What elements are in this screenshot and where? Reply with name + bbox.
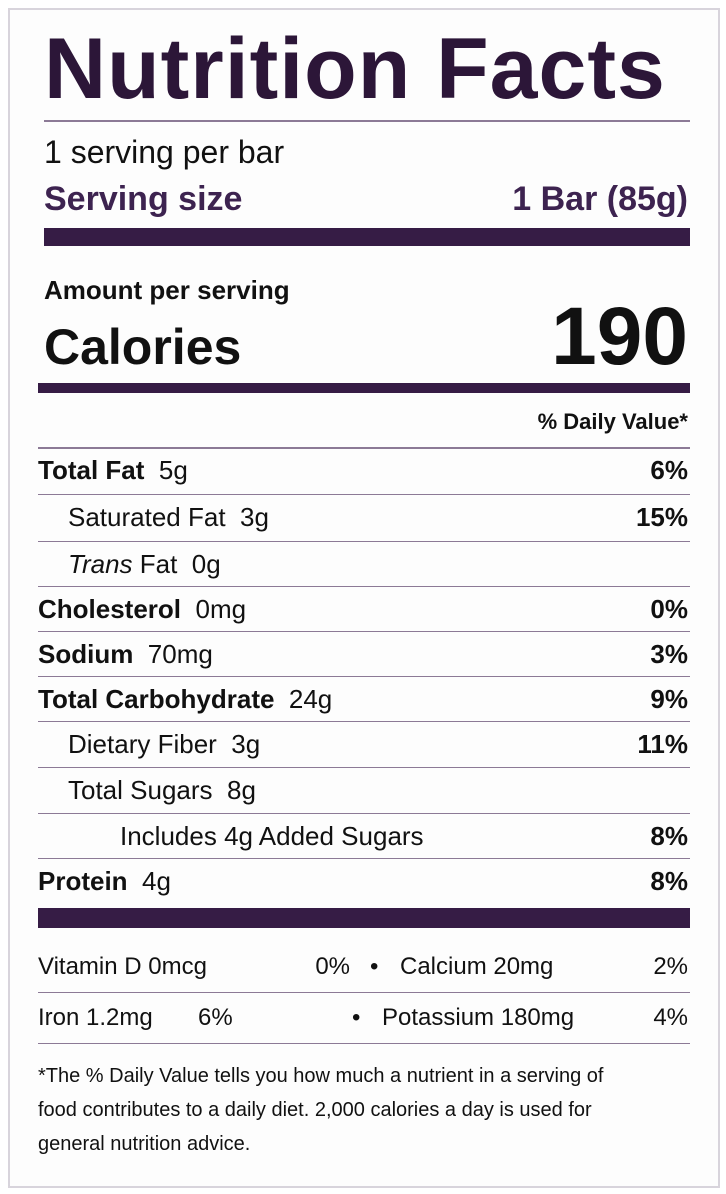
nutrient-name: Saturated Fat 3g [68,504,269,530]
divider [38,494,690,495]
vitamin-name: Calcium 20mg [400,955,553,979]
vitamin-name: Potassium 180mg [382,1006,574,1030]
footnote-line: *The % Daily Value tells you how much a … [38,1065,604,1087]
vitamin-name: Vitamin D 0mcg [38,955,207,979]
nutrient-dv: 0% [650,594,688,624]
nutrient-name: Total Sugars 8g [68,777,256,803]
nutrient-name: Protein [38,866,128,896]
nutrient-dv: 15% [635,502,688,532]
vitamin-name: Calcium [400,953,487,980]
nutrient-name: Total Sugars [68,775,213,805]
nutrient-dv: 6% [650,455,688,485]
nutrient-name: Sodium [38,639,134,669]
nutrition-label [8,8,720,1188]
divider [38,631,690,632]
nutrient-name: Protein 4g [38,868,171,894]
vitamin-dv: 2% [653,953,688,980]
divider [38,721,690,722]
vitamin-amount: 180mg [500,1004,575,1031]
nutrient-dv: 8% [650,821,688,851]
vitamin-amount: 0mcg [148,953,207,980]
nutrient-dv: 3% [650,639,688,669]
divider [38,676,690,677]
nutrient-amount: 0mg [195,594,247,624]
thick-bar [38,908,690,928]
nutrient-amount: 5g [158,455,188,485]
vitamin-name: Potassium [382,1004,495,1031]
medium-bar [38,383,690,393]
divider [44,120,690,122]
nutrient-name: Total Fat 5g [38,457,188,483]
nutrient-name: Saturated Fat [68,502,226,532]
servings: 1 serving per bar [44,134,285,170]
nutrient-amount: 70mg [147,639,213,669]
vitamin-amount: 1.2mg [86,1004,153,1031]
footnote-line: food contributes to a daily diet. 2,000 … [38,1099,592,1121]
nutrient-name: Total Carbohydrate [38,684,275,714]
divider [38,447,690,449]
calories-label: Calories [44,319,242,375]
divider [38,767,690,768]
serving-size-label: Serving size [44,180,243,218]
title: Nutrition Facts [44,21,666,117]
nutrient-name: Dietary Fiber 3g [68,731,260,757]
nutrient-amount: 4g [142,866,171,896]
nutrient-amount: 24g [288,684,333,714]
bullet: • [352,1004,361,1031]
divider [38,586,690,587]
vitamin-amount: 20mg [493,953,554,980]
nutrient-name: Total Fat [38,455,145,485]
nutrient-dv: 9% [650,684,688,714]
vitamin-dv: 0% [315,953,350,980]
vitamin-name: Iron [38,1004,80,1031]
dv-header: % Daily Value* [537,409,688,434]
nutrient-name: Dietary Fiber [68,729,217,759]
vitamin-name: Iron 1.2mg [38,1006,153,1030]
nutrient-name: Fat [139,549,178,579]
calories-value: 190 [551,291,688,382]
amount-per-serving: Amount per serving [44,275,290,305]
nutrient-amount: 0g [191,549,221,579]
vitamin-name: Vitamin D [38,953,142,980]
nutrient-name: Includes 4g Added Sugars [120,821,424,851]
nutrient-name: Total Carbohydrate 24g [38,686,332,712]
divider [38,858,690,859]
nutrient-dv: 11% [637,729,688,759]
nutrient-name: Sodium 70mg [38,641,213,667]
divider [38,813,690,814]
footnote-line: general nutrition advice. [38,1133,251,1155]
nutrient-amount: 3g [240,502,269,532]
vitamin-dv: 6% [198,1004,233,1031]
divider [38,541,690,542]
nutrient-name: Cholesterol [38,594,182,624]
nutrient-dv: 8% [650,866,688,896]
nutrient-name: Includes 4g Added Sugars [120,823,424,849]
nutrient-name: Cholesterol 0mg [38,596,246,622]
bullet: • [370,953,379,980]
thick-bar [44,228,690,246]
vitamin-dv: 4% [653,1004,688,1031]
divider [38,992,690,993]
nutrient-name-italic: Trans [68,549,133,579]
nutrient-amount: 3g [231,729,261,759]
nutrient-name: Trans Fat 0g [68,551,221,577]
nutrient-amount: 8g [226,775,256,805]
serving-size-value: 1 Bar (85g) [512,180,688,218]
divider [38,1043,690,1044]
